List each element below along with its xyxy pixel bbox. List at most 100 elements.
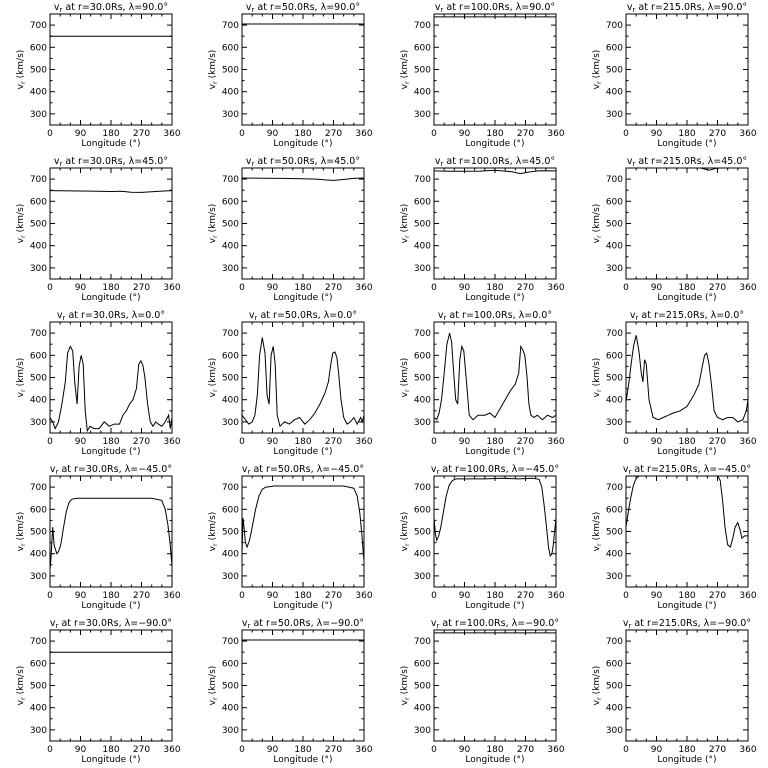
x-tick-label: 90 bbox=[459, 437, 471, 447]
y-label-v: v bbox=[592, 545, 602, 551]
x-tick-label: 360 bbox=[547, 283, 564, 293]
x-tick-label: 360 bbox=[547, 437, 564, 447]
y-tick-label: 400 bbox=[606, 704, 623, 714]
y-tick-label: 300 bbox=[606, 110, 623, 120]
x-tick-label: 0 bbox=[239, 591, 245, 601]
y-label-unit: (km/s) bbox=[592, 50, 602, 82]
title-v: v bbox=[623, 464, 629, 475]
y-tick-label: 500 bbox=[606, 528, 623, 538]
y-tick-label: 600 bbox=[30, 351, 47, 361]
y-tick-label: 700 bbox=[222, 329, 239, 339]
x-tick-label: 180 bbox=[678, 745, 695, 755]
y-label-v: v bbox=[208, 699, 218, 705]
y-axis-label: vr (km/s) bbox=[16, 204, 27, 244]
x-axis-label: Longitude (°) bbox=[81, 139, 140, 149]
x-tick-label: 0 bbox=[431, 437, 437, 447]
x-tick-label: 0 bbox=[47, 745, 53, 755]
x-tick-label: 0 bbox=[47, 129, 53, 139]
title-rest: at r=215.0Rs, λ=−90.0° bbox=[631, 618, 751, 629]
subplot-2: vr at r=50.0Rs, λ=90.0°0 90 180 270 36030040… bbox=[208, 2, 373, 149]
y-tick-label: 400 bbox=[414, 704, 431, 714]
y-label-sub: r bbox=[403, 697, 411, 700]
title-sub: r bbox=[633, 160, 636, 168]
y-tick-label: 600 bbox=[606, 351, 623, 361]
x-tick-label: 360 bbox=[739, 437, 756, 447]
y-label-unit: (km/s) bbox=[208, 666, 218, 698]
title-v: v bbox=[438, 310, 444, 321]
y-tick-label: 500 bbox=[606, 682, 623, 692]
y-tick-label: 500 bbox=[30, 374, 47, 384]
x-tick-label: 360 bbox=[739, 745, 756, 755]
x-axis-label: Longitude (°) bbox=[657, 139, 716, 149]
title-sub: r bbox=[248, 622, 251, 630]
title-rest: at r=100.0Rs, λ=−90.0° bbox=[439, 618, 559, 629]
y-tick-label: 300 bbox=[222, 572, 239, 582]
y-axis-label: vr (km/s) bbox=[16, 512, 27, 552]
x-tick-label: 180 bbox=[486, 283, 503, 293]
x-tick-label: 180 bbox=[102, 591, 119, 601]
y-tick-label: 400 bbox=[222, 242, 239, 252]
x-tick-label: 180 bbox=[294, 745, 311, 755]
y-label-sub: r bbox=[595, 697, 603, 700]
x-tick-label: 0 bbox=[239, 283, 245, 293]
y-label-unit: (km/s) bbox=[592, 512, 602, 544]
plot-frame bbox=[49, 167, 173, 280]
plot-frame bbox=[433, 629, 557, 742]
y-tick-label: 400 bbox=[30, 704, 47, 714]
y-tick-label: 500 bbox=[30, 66, 47, 76]
x-tick-label: 90 bbox=[459, 129, 471, 139]
y-label-unit: (km/s) bbox=[16, 204, 26, 236]
y-label-v: v bbox=[400, 699, 410, 705]
x-tick-label: 360 bbox=[739, 283, 756, 293]
title-sub: r bbox=[252, 160, 255, 168]
subplot-8: vr at r=215.0Rs, λ=45.0°0 90 180 270 3603004… bbox=[592, 156, 757, 303]
subplot-17: vr at r=30.0Rs, λ=−90.0°0 90 180 270 3603004… bbox=[16, 618, 181, 765]
y-tick-label: 700 bbox=[414, 483, 431, 493]
y-tick-label: 300 bbox=[222, 726, 239, 736]
plot-title: vr at r=50.0Rs, λ=0.0° bbox=[249, 310, 357, 322]
y-label-sub: r bbox=[403, 389, 411, 392]
x-tick-label: 90 bbox=[459, 591, 471, 601]
x-axis-label: Longitude (°) bbox=[273, 601, 332, 611]
y-axis-label: vr (km/s) bbox=[16, 666, 27, 706]
plot-title: vr at r=50.0Rs, λ=−45.0° bbox=[242, 464, 364, 476]
y-label-sub: r bbox=[19, 697, 27, 700]
y-tick-label: 500 bbox=[414, 374, 431, 384]
y-tick-label: 500 bbox=[414, 682, 431, 692]
y-label-sub: r bbox=[403, 235, 411, 238]
y-label-v: v bbox=[16, 545, 26, 551]
title-sub: r bbox=[56, 468, 59, 476]
y-tick-label: 300 bbox=[30, 572, 47, 582]
y-label-sub: r bbox=[403, 543, 411, 546]
title-v: v bbox=[435, 2, 441, 13]
y-tick-label: 600 bbox=[30, 43, 47, 53]
title-rest: at r=100.0Rs, λ=0.0° bbox=[446, 310, 552, 321]
y-label-v: v bbox=[592, 391, 602, 397]
title-rest: at r=100.0Rs, λ=−45.0° bbox=[439, 464, 559, 475]
x-tick-label: 180 bbox=[678, 437, 695, 447]
title-sub: r bbox=[441, 160, 444, 168]
subplot-10: vr at r=50.0Rs, λ=0.0°0 90 180 270 360300400… bbox=[208, 310, 373, 457]
y-label-sub: r bbox=[595, 543, 603, 546]
plot-title: vr at r=215.0Rs, λ=−90.0° bbox=[623, 618, 751, 630]
y-tick-label: 500 bbox=[222, 528, 239, 538]
title-sub: r bbox=[255, 314, 258, 322]
y-tick-label: 700 bbox=[414, 329, 431, 339]
y-label-sub: r bbox=[211, 235, 219, 238]
y-tick-label: 700 bbox=[30, 483, 47, 493]
subplot-14: vr at r=50.0Rs, λ=−45.0°0 90 180 270 3603004… bbox=[208, 464, 373, 611]
y-tick-label: 600 bbox=[222, 43, 239, 53]
x-tick-label: 90 bbox=[267, 283, 279, 293]
y-label-sub: r bbox=[595, 389, 603, 392]
x-tick-label: 90 bbox=[651, 283, 663, 293]
y-label-v: v bbox=[16, 237, 26, 243]
y-axis-label: vr (km/s) bbox=[400, 50, 411, 90]
y-label-sub: r bbox=[595, 235, 603, 238]
y-tick-label: 300 bbox=[222, 264, 239, 274]
title-sub: r bbox=[437, 468, 440, 476]
y-tick-label: 700 bbox=[222, 637, 239, 647]
y-tick-label: 300 bbox=[414, 726, 431, 736]
y-label-unit: (km/s) bbox=[16, 666, 26, 698]
x-tick-label: 180 bbox=[102, 129, 119, 139]
y-tick-label: 300 bbox=[606, 264, 623, 274]
